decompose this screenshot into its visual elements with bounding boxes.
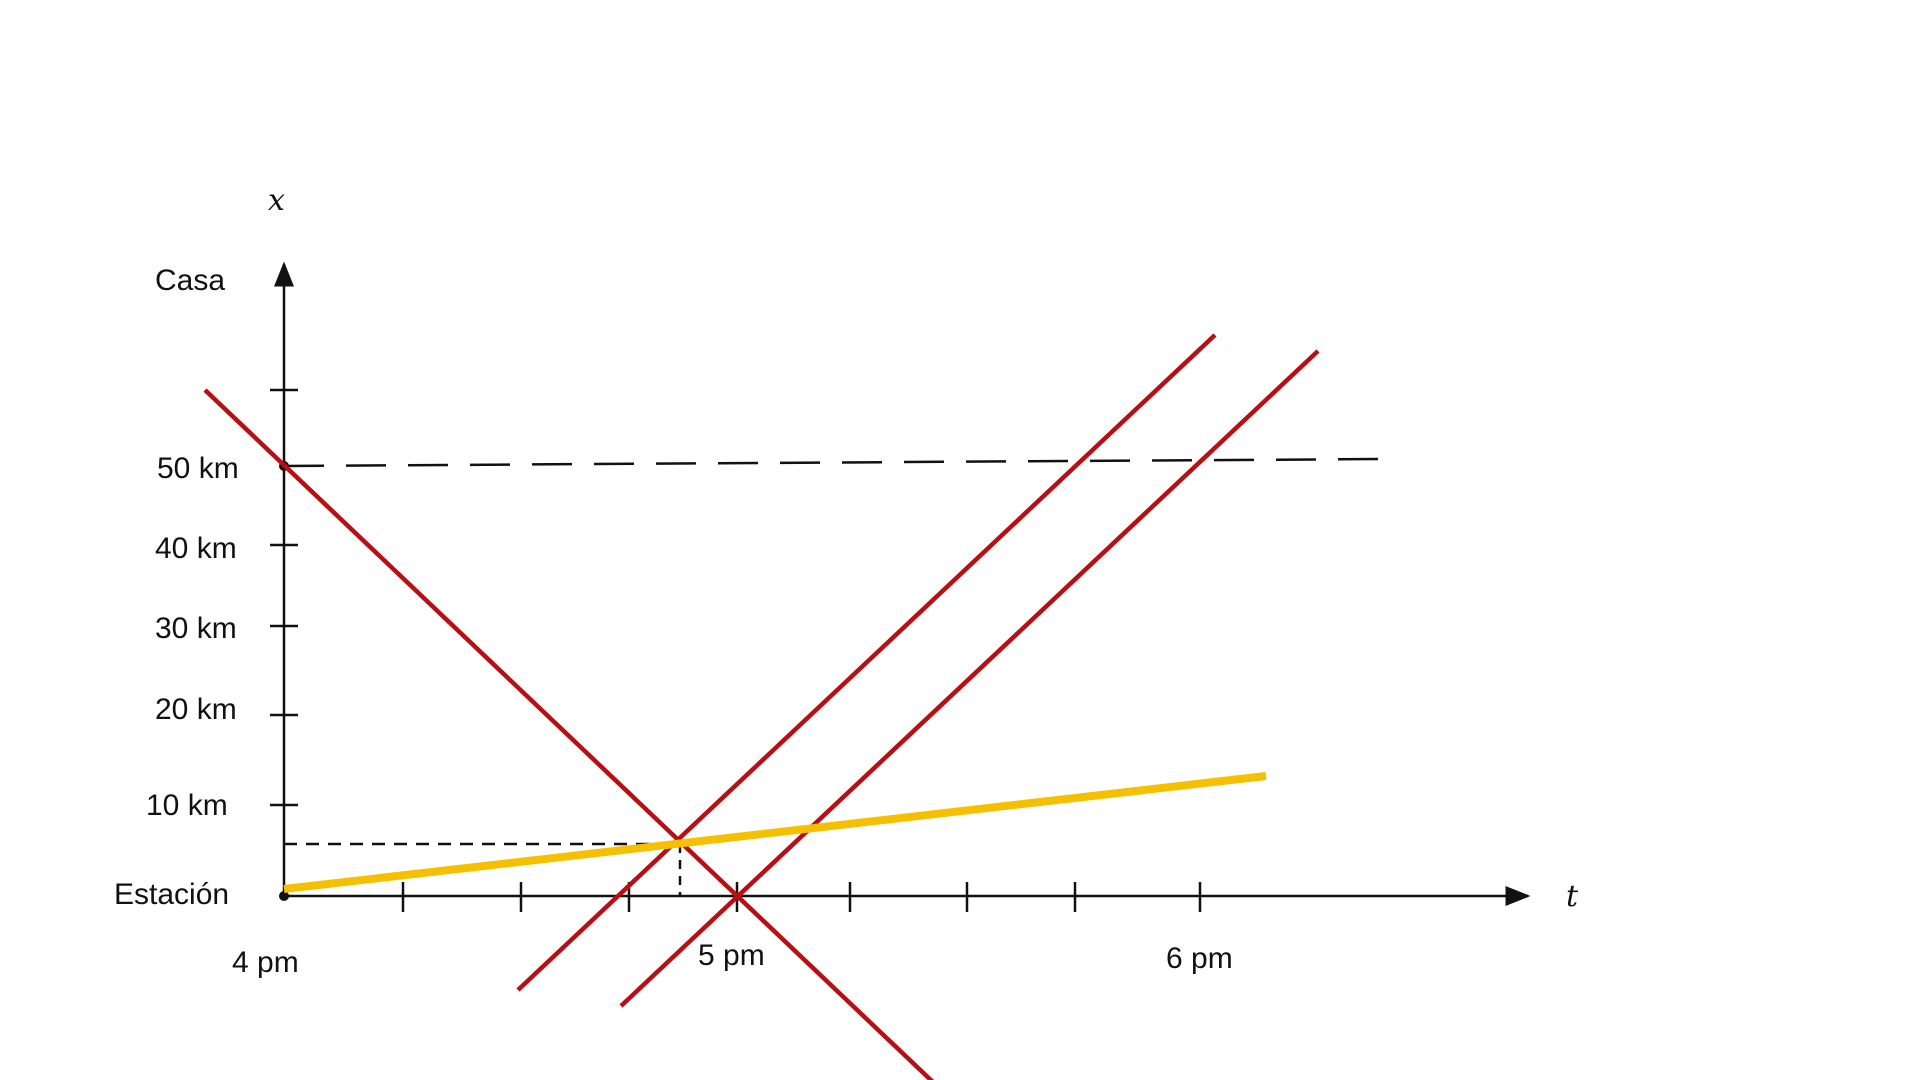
x-axis-ticks [401,882,1202,912]
x-label-4pm: 4 pm [232,946,299,979]
worldline-ascending-1 [516,333,1217,992]
x-axis-variable: t [1566,879,1579,914]
y-label-30km: 30 km [155,612,237,645]
y-label-estacion: Estación [114,878,229,911]
worldline-slow [283,772,1267,893]
y-label-50km: 50 km [157,452,239,485]
origin-dot [279,891,289,901]
y-label-40km: 40 km [155,532,237,565]
y-label-10km: 10 km [146,789,228,822]
worldline-descending [203,388,935,1080]
dashed-guide-50km [283,457,1386,468]
x-label-6pm: 6 pm [1166,942,1233,975]
y-label-20km: 20 km [155,693,237,726]
y-axis-variable: x [268,183,285,218]
worldline-ascending-2 [619,349,1320,1008]
x-label-5pm: 5 pm [698,939,765,972]
y-axis-ticks [270,388,298,807]
y-label-casa: Casa [155,264,225,297]
